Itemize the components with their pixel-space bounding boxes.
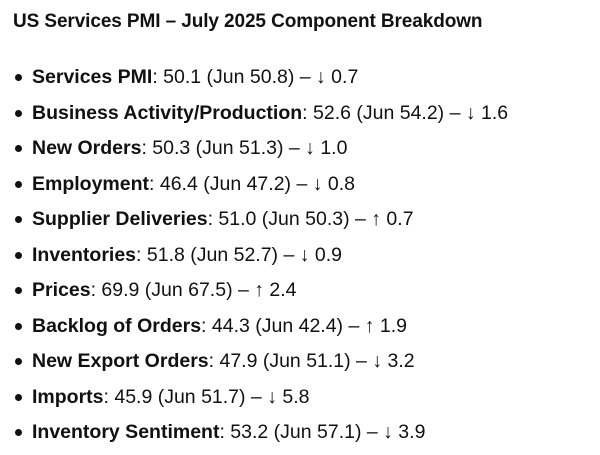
document-title: US Services PMI – July 2025 Component Br… [13,11,483,32]
bullet-icon [15,216,22,223]
item-label: Employment [32,172,150,195]
item-value: : 44.3 (Jun 42.4) – ↑ 1.9 [201,314,408,337]
list-item: Imports: 45.9 (Jun 51.7) – ↓ 5.8 [0,382,508,418]
item-value: : 45.9 (Jun 51.7) – ↓ 5.8 [103,385,310,408]
item-label: New Export Orders [32,350,209,372]
list-item: New Orders: 50.3 (Jun 51.3) – ↓ 1.0 [0,133,508,169]
item-label: Prices [32,279,91,301]
item-value: : 50.3 (Jun 51.3) – ↓ 1.0 [141,137,348,159]
item-label: Business Activity/Production [32,101,303,124]
item-value: : 50.1 (Jun 50.8) – ↓ 0.7 [152,66,359,88]
item-label: Imports [32,385,104,408]
list-item: Business Activity/Production: 52.6 (Jun … [0,98,508,134]
bullet-icon [15,251,22,259]
bullet-icon [15,109,22,117]
bullet-icon [15,322,22,330]
list-item: New Export Orders: 47.9 (Jun 51.1) – ↓ 3… [0,346,508,382]
list-item: Backlog of Orders: 44.3 (Jun 42.4) – ↑ 1… [0,311,508,347]
component-list: Services PMI: 50.1 (Jun 50.8) – ↓ 0.7 Bu… [0,62,508,453]
item-value: : 51.8 (Jun 52.7) – ↓ 0.9 [136,243,343,266]
bullet-icon [15,429,22,436]
list-item: Inventory Sentiment: 53.2 (Jun 57.1) – ↓… [0,417,508,453]
item-label: Services PMI [32,66,153,88]
bullet-icon [15,145,22,152]
item-value: : 47.9 (Jun 51.1) – ↓ 3.2 [208,350,415,372]
list-item: Supplier Deliveries: 51.0 (Jun 50.3) – ↑… [0,204,508,240]
bullet-icon [15,287,22,294]
bullet-icon [15,74,22,81]
item-value: : 52.6 (Jun 54.2) – ↓ 1.6 [302,101,509,124]
bullet-icon [15,358,22,365]
item-value: : 46.4 (Jun 47.2) – ↓ 0.8 [149,172,355,195]
list-item: Prices: 69.9 (Jun 67.5) – ↑ 2.4 [0,275,508,311]
list-item: Inventories: 51.8 (Jun 52.7) – ↓ 0.9 [0,240,508,276]
item-label: New Orders [32,137,142,159]
list-item: Services PMI: 50.1 (Jun 50.8) – ↓ 0.7 [0,62,508,98]
item-value: : 69.9 (Jun 67.5) – ↑ 2.4 [90,279,297,301]
item-label: Supplier Deliveries [32,208,208,230]
bullet-icon [15,180,22,188]
item-value: : 51.0 (Jun 50.3) – ↑ 0.7 [207,208,414,230]
item-label: Inventories [32,243,137,266]
item-label: Backlog of Orders [32,314,202,337]
item-value: : 53.2 (Jun 57.1) – ↓ 3.9 [219,421,426,443]
list-item: Employment: 46.4 (Jun 47.2) – ↓ 0.8 [0,169,508,205]
bullet-icon [15,393,22,401]
item-label: Inventory Sentiment [32,421,220,443]
